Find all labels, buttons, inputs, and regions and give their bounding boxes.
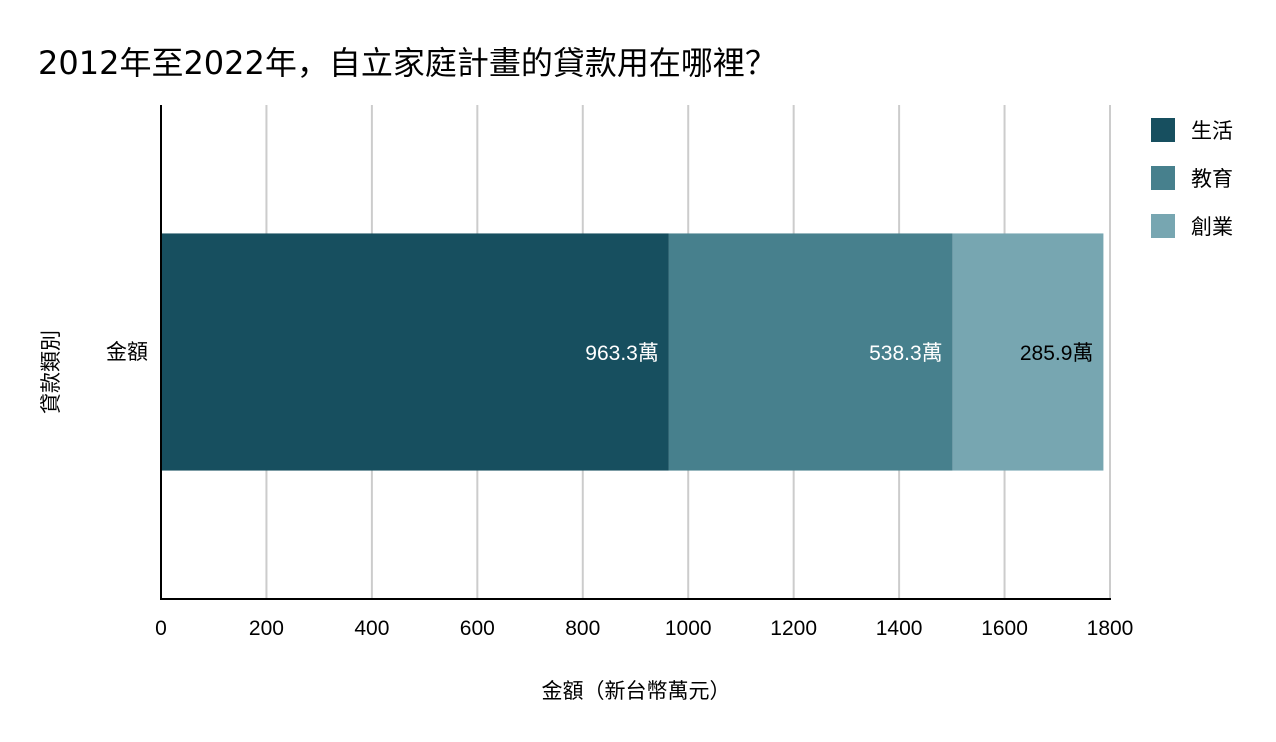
x-axis-title: 金額（新台幣萬元） <box>542 679 731 703</box>
x-tick-label: 1200 <box>770 617 817 640</box>
legend-label: 創業 <box>1191 215 1233 239</box>
chart-title: 2012年至2022年，自立家庭計畫的貸款用在哪裡？ <box>38 44 777 82</box>
x-tick-label: 1000 <box>665 617 712 640</box>
data-label: 285.9萬 <box>1020 342 1094 365</box>
legend-label: 教育 <box>1191 167 1233 191</box>
legend-item: 生活 <box>1151 106 1233 154</box>
axes <box>160 105 1111 600</box>
bar-segment <box>952 233 1104 471</box>
category-label: 金額 <box>106 340 148 364</box>
legend-item: 創業 <box>1151 202 1233 250</box>
legend-label: 生活 <box>1191 119 1233 143</box>
legend-swatch <box>1151 214 1175 238</box>
bars <box>161 233 1104 471</box>
x-tick-label: 1800 <box>1087 617 1134 640</box>
x-tick-label: 0 <box>155 617 167 640</box>
x-tick-label: 600 <box>460 617 495 640</box>
data-label: 963.3萬 <box>585 342 659 365</box>
x-tick-label: 200 <box>249 617 284 640</box>
legend-item: 教育 <box>1151 154 1233 202</box>
bar-segment <box>161 233 669 471</box>
x-tick-label: 1600 <box>981 617 1028 640</box>
x-tick-label: 1400 <box>876 617 923 640</box>
y-axis-title: 貸款類別 <box>39 330 63 414</box>
legend-swatch <box>1151 166 1175 190</box>
data-labels: 963.3萬 538.3萬 285.9萬 <box>585 342 1093 365</box>
x-tick-labels: 0 200 400 600 800 1000 1200 1400 1600 1800 <box>155 617 1133 640</box>
bar-segment <box>668 233 953 471</box>
category-labels: 金額 <box>106 340 148 364</box>
x-tick-label: 400 <box>354 617 389 640</box>
legend: 生活 教育 創業 <box>1151 106 1233 250</box>
x-tick-label: 800 <box>565 617 600 640</box>
data-label: 538.3萬 <box>869 342 943 365</box>
legend-swatch <box>1151 118 1175 142</box>
